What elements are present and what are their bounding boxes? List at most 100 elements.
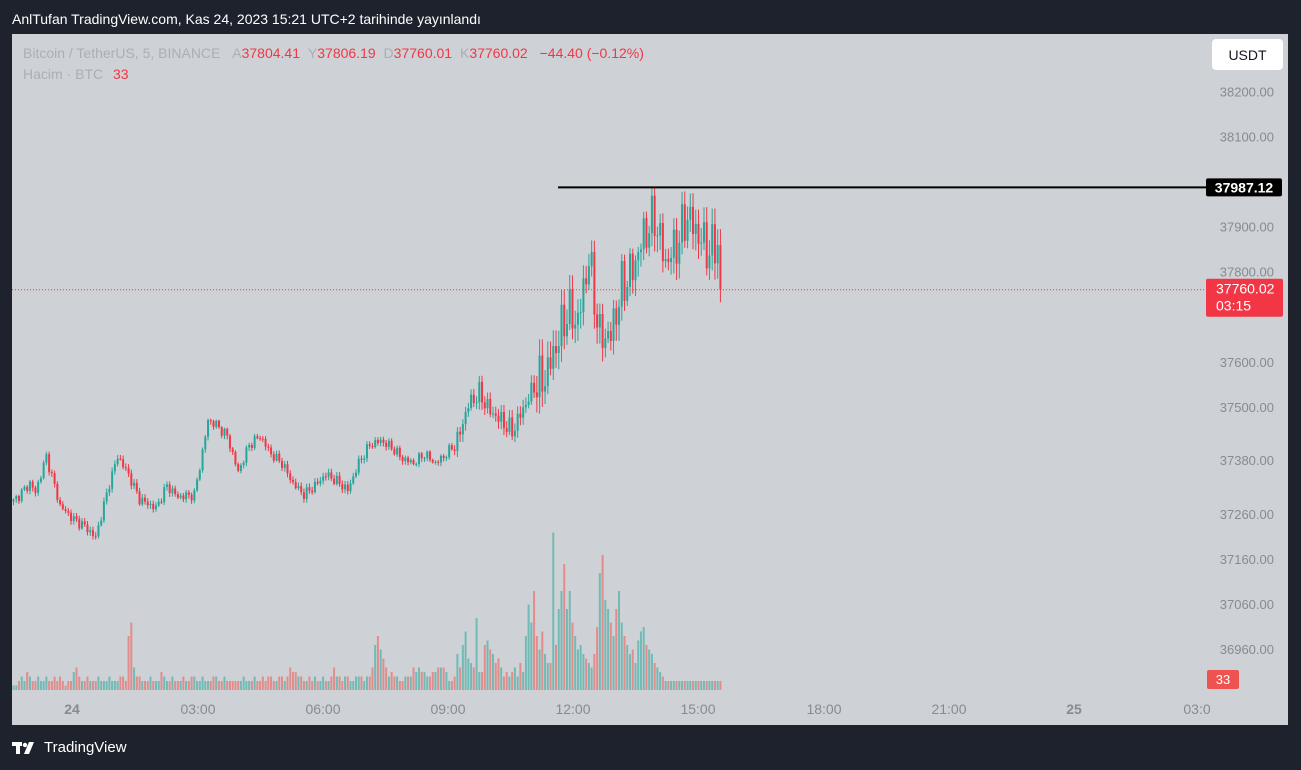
candle-body xyxy=(700,242,703,244)
candle-body xyxy=(26,486,29,491)
candle-body xyxy=(467,408,470,413)
volume-bar xyxy=(363,681,366,690)
candle-body xyxy=(382,439,385,443)
volume-label[interactable]: Hacim · BTC xyxy=(23,66,104,82)
volume-bar xyxy=(141,681,144,690)
volume-bar xyxy=(237,681,240,690)
volume-bar xyxy=(675,681,678,690)
volume-bar xyxy=(15,685,18,690)
volume-bar xyxy=(604,600,607,690)
candle-body xyxy=(363,458,366,460)
candle-body xyxy=(23,486,26,490)
volume-bar xyxy=(683,681,686,690)
candle-body xyxy=(75,516,78,519)
footer-brand[interactable]: TradingView xyxy=(12,739,127,756)
candle-body xyxy=(237,464,240,471)
candle-body xyxy=(502,412,505,429)
chart-area[interactable]: 38200.00 38100.00 37900.00 37800.00 37600.00… xyxy=(12,34,1288,725)
symbol-label[interactable]: Bitcoin / TetherUS, 5, BINANCE xyxy=(23,45,221,61)
volume-bar xyxy=(552,532,555,690)
volume-bar xyxy=(368,676,371,690)
candle-body xyxy=(313,481,316,493)
candle-body xyxy=(368,444,371,446)
currency-button[interactable]: USDT xyxy=(1212,39,1283,70)
volume-bar xyxy=(12,685,15,690)
candle-body xyxy=(275,453,278,461)
volume-bar xyxy=(261,676,264,690)
candle-body xyxy=(311,490,314,493)
volume-bar xyxy=(352,681,355,690)
candle-body xyxy=(716,245,719,264)
candle-body xyxy=(20,489,23,502)
candle-body xyxy=(385,442,388,447)
candle-body xyxy=(239,465,242,471)
candle-body xyxy=(535,392,538,398)
volume-bar xyxy=(245,681,248,690)
volume-bar xyxy=(291,672,294,690)
candle-body xyxy=(678,242,681,264)
candle-body xyxy=(242,462,245,466)
volume-bar xyxy=(716,681,719,690)
candle-body xyxy=(17,496,20,502)
volume-bar xyxy=(196,681,199,690)
candle-body xyxy=(642,218,645,250)
volume-bar xyxy=(135,676,138,690)
volume-bar xyxy=(174,681,177,690)
volume-bar xyxy=(83,681,86,690)
volume-bar xyxy=(275,681,278,690)
candle-body xyxy=(286,464,289,474)
time-axis[interactable]: 24 03:00 06:00 09:00 12:00 15:00 18:00 21:00 25 0… xyxy=(64,701,1211,717)
candle-body xyxy=(201,449,204,471)
candle-body xyxy=(637,252,640,261)
candle-body xyxy=(259,438,262,440)
candle-body xyxy=(448,445,451,458)
volume-bar xyxy=(571,622,574,690)
volume-bar xyxy=(111,681,114,690)
candle-body xyxy=(379,439,382,443)
volume-bar xyxy=(692,681,695,690)
volume-bar xyxy=(467,658,470,690)
candle-body xyxy=(34,487,37,493)
volume-bar xyxy=(393,676,396,690)
volume-bar xyxy=(226,681,229,690)
volume-bar xyxy=(201,676,204,690)
volume-bar xyxy=(511,672,514,690)
volume-bar xyxy=(204,681,207,690)
price-chart[interactable]: 38200.00 38100.00 37900.00 37800.00 37600.00… xyxy=(12,34,1288,725)
volume-bar xyxy=(20,676,23,690)
volume-bar xyxy=(648,649,651,690)
candle-body xyxy=(702,222,705,243)
candle-body xyxy=(672,229,675,258)
candle-body xyxy=(481,381,484,403)
candle-body xyxy=(598,314,601,328)
candle-body xyxy=(124,467,127,469)
volume-bar xyxy=(664,681,667,690)
candle-body xyxy=(629,253,631,287)
volume-bar xyxy=(360,676,363,690)
candle-body xyxy=(609,330,612,341)
candle-body xyxy=(215,420,218,427)
candle-body xyxy=(390,440,393,449)
time-tick-label: 03:0 xyxy=(1183,701,1210,717)
volume-bar xyxy=(434,672,437,690)
candle-body xyxy=(341,484,344,490)
candle-body xyxy=(165,484,168,487)
volume-bar xyxy=(492,654,494,690)
volume-bar xyxy=(324,681,327,690)
candle-body xyxy=(401,456,404,461)
candle-body xyxy=(294,482,297,489)
volume-bar xyxy=(661,676,664,690)
volume-bar xyxy=(212,676,215,690)
volume-bar xyxy=(494,663,497,690)
candle-body xyxy=(568,289,571,324)
publish-header: AnlTufan TradingView.com, Kas 24, 2023 1… xyxy=(12,11,481,27)
candle-body xyxy=(576,312,579,325)
candle-body xyxy=(697,223,700,244)
price-axis[interactable]: 38200.00 38100.00 37900.00 37800.00 37600.00… xyxy=(1220,85,1274,658)
volume-badge: 33 xyxy=(1207,670,1239,689)
svg-text:37760.02: 37760.02 xyxy=(1216,281,1275,297)
horizontal-level-label: 37987.12 xyxy=(1206,178,1282,197)
volume-bar xyxy=(149,676,152,690)
volume-bar xyxy=(516,676,519,690)
candle-body xyxy=(538,355,541,398)
